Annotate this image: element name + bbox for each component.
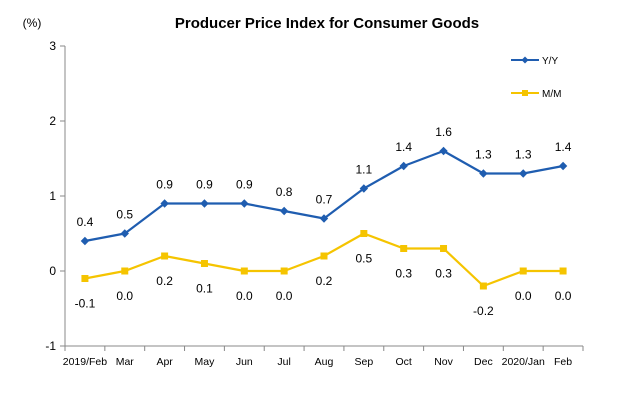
x-tick-label: Jul [277,356,290,368]
x-tick-label: 2019/Feb [63,356,108,368]
data-point [319,214,329,223]
y-axis-label: (%) [23,16,42,30]
legend-label: M/M [542,89,561,100]
x-tick-label: Dec [474,356,493,368]
x-tick-label: 2020/Jan [502,356,545,368]
data-point [279,206,289,216]
x-tick-label: Aug [315,356,334,368]
y-tick-label: 3 [49,39,56,53]
data-point [400,245,408,252]
legend-label: Y/Y [542,56,558,67]
data-point [120,229,129,238]
y-tick-label: -1 [45,339,56,353]
data-label: 1.3 [475,148,492,162]
data-label: 0.9 [196,178,213,192]
x-tick-label: May [195,356,216,368]
data-point [240,267,248,275]
data-label: 0.9 [236,178,253,192]
data-label: 0.0 [116,289,133,303]
legend: Y/Y M/M [511,56,561,100]
data-point [200,260,208,267]
data-label: 1.6 [435,125,452,139]
data-point [200,199,209,208]
data-point [360,230,368,237]
series-y-y: 0.4 0.5 0.9 0.9 0.9 0.8 0.7 1.1 1.4 1.6 1.3 1.3 1.4 [77,125,572,246]
data-label: -0.2 [473,304,494,318]
data-point [399,161,408,171]
x-tick-label: Nov [434,356,453,368]
data-point [479,169,488,178]
data-label: 0.8 [276,185,293,199]
data-point [558,161,568,171]
x-tick-label: Sep [355,356,374,368]
data-label: 1.1 [356,163,373,177]
data-point [240,199,249,208]
axes: -1 0 1 2 3 2019/Feb Mar Apr May Jun Jul Aug Sep Oct No… [45,39,584,368]
data-label: 0.3 [395,267,412,281]
data-point [440,245,448,252]
data-label: 0.2 [156,274,173,288]
x-tick-label: Jun [236,356,253,368]
chart-title: Producer Price Index for Consumer Goods [175,15,479,32]
x-tick-label: Feb [554,356,572,368]
data-point [439,146,448,156]
data-label: 1.4 [555,140,572,154]
data-label: 0.3 [435,267,452,281]
data-point [359,184,369,193]
data-label: 1.3 [515,148,532,162]
data-point [121,267,129,275]
data-point [81,275,89,282]
data-label: -0.1 [75,297,96,311]
series-m-m: -0.1 0.0 0.2 0.1 0.0 0.0 0.2 0.5 0.3 0.3 -0.2 0.0 0.… [75,230,572,318]
x-tick-label: Mar [116,356,135,368]
data-point [519,169,528,178]
x-tick-label: Oct [396,356,412,368]
data-point [161,252,169,260]
y-tick-label: 1 [49,189,56,203]
y-tick-label: 0 [49,264,56,278]
data-label: 0.0 [276,289,293,303]
data-label: 1.4 [395,140,412,154]
data-label: 0.5 [356,252,373,266]
data-label: 0.1 [196,282,213,296]
legend-marker [522,90,528,96]
data-point [320,252,328,260]
data-point [559,267,567,275]
data-label: 0.0 [555,289,572,303]
data-label: 0.9 [156,178,173,192]
data-point [519,267,527,275]
y-tick-label: 2 [49,114,56,128]
data-point [479,282,487,290]
data-point [160,199,169,208]
data-label: 0.0 [515,289,532,303]
data-label: 0.7 [316,193,333,207]
x-tick-label: Apr [156,356,173,368]
legend-marker [521,56,529,64]
data-point [280,267,288,275]
data-label: 0.0 [236,289,253,303]
data-label: 0.2 [316,274,333,288]
series-group: 0.4 0.5 0.9 0.9 0.9 0.8 0.7 1.1 1.4 1.6 1.3 1.3 1.4 -… [75,125,572,318]
data-point [80,236,90,246]
data-label: 0.5 [116,208,133,222]
data-label: 0.4 [77,215,94,229]
